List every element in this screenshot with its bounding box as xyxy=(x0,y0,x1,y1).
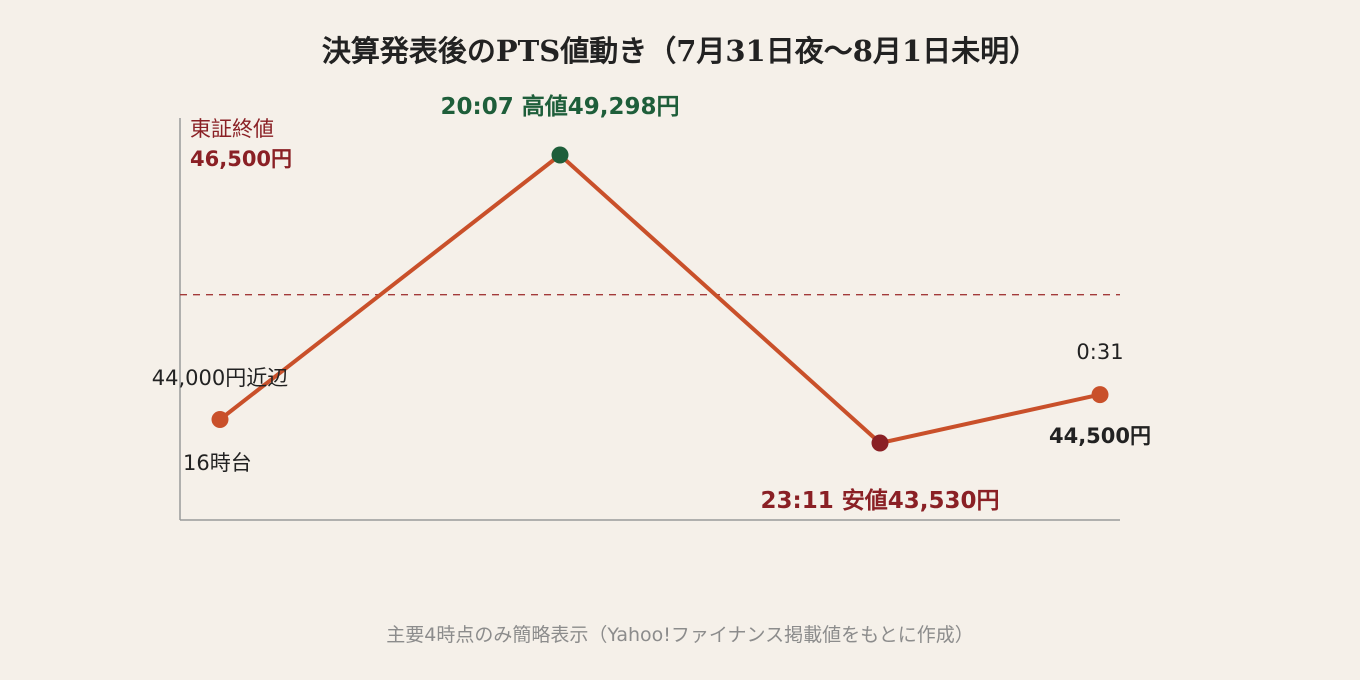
reference-label: 東証終値 xyxy=(190,117,274,141)
low-label: 23:11 安値43,530円 xyxy=(761,487,1000,514)
end-price-label: 44,500円 xyxy=(1049,424,1151,448)
end-time-label: 0:31 xyxy=(1076,340,1123,364)
reference-value-label: 46,500円 xyxy=(190,147,292,171)
start-time-label: 16時台 xyxy=(183,451,252,475)
chart-title: 決算発表後のPTS値動き（7月31日夜〜8月1日未明） xyxy=(321,34,1039,68)
point-high xyxy=(551,146,569,164)
price-line xyxy=(218,153,1101,445)
point-low xyxy=(871,434,889,452)
high-label: 20:07 高値49,298円 xyxy=(441,93,680,120)
start-price-label: 44,000円近辺 xyxy=(152,366,288,390)
point-end xyxy=(1091,386,1109,404)
point-start xyxy=(211,411,229,428)
footnote: 主要4時点のみ簡略表示（Yahoo!ファイナンス掲載値をもとに作成） xyxy=(386,624,974,646)
